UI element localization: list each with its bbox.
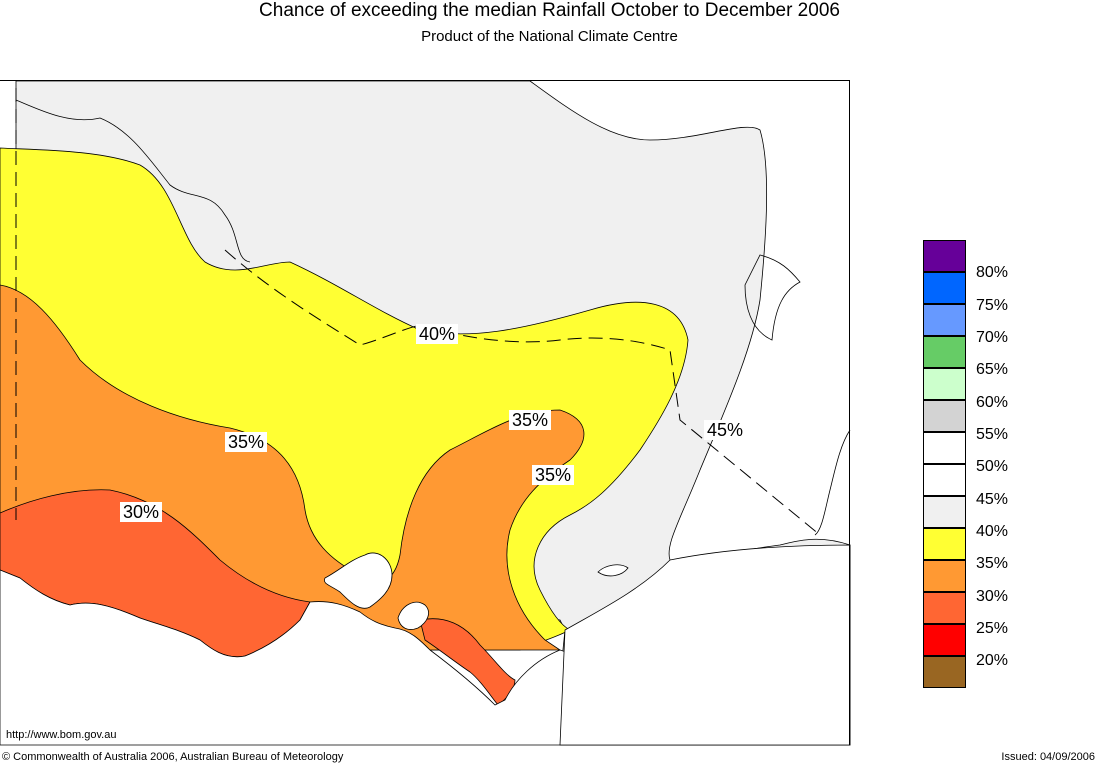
- legend-label: 70%: [976, 329, 1009, 346]
- coastline-north: [15, 99, 251, 263]
- legend-swatch: [923, 400, 966, 432]
- legend-swatch: [923, 624, 966, 656]
- east-coast-inlet: [597, 564, 629, 577]
- legend-swatch: [923, 528, 966, 560]
- legend-swatch: [923, 432, 966, 464]
- western-port: [397, 601, 429, 630]
- legend-label: 65%: [976, 361, 1009, 378]
- coastal-waters-east: [559, 544, 851, 746]
- legend-label: 25%: [976, 620, 1009, 637]
- map-title: Chance of exceeding the median Rainfall …: [259, 0, 840, 21]
- coastline-east-south: [814, 429, 851, 536]
- legend-swatch: [923, 336, 966, 368]
- legend-label: 35%: [976, 555, 1009, 572]
- legend-label: 60%: [976, 394, 1009, 411]
- legend-swatch-bottom: [923, 656, 966, 688]
- legend-label: 80%: [976, 264, 1009, 281]
- legend-label: 45%: [976, 491, 1009, 508]
- contour-label-30: 30%: [120, 502, 163, 522]
- contour-label-35-east: 35%: [532, 465, 575, 485]
- coastline-east: [744, 254, 801, 341]
- legend-swatch: [923, 464, 966, 496]
- legend-label: 75%: [976, 297, 1009, 314]
- contour-label-45: 45%: [704, 420, 747, 440]
- legend-swatch: [923, 560, 966, 592]
- legend-swatch: [923, 272, 966, 304]
- legend-swatch: [923, 368, 966, 400]
- legend-label: 30%: [976, 588, 1009, 605]
- legend-swatch: [923, 496, 966, 528]
- legend-swatch: [923, 240, 966, 272]
- contour-label-35-centre: 35%: [509, 410, 552, 430]
- contour-label-35-west: 35%: [225, 432, 268, 452]
- copyright-notice: © Commonwealth of Australia 2006, Austra…: [2, 751, 344, 763]
- legend-label: 50%: [976, 458, 1009, 475]
- legend-label: 55%: [976, 426, 1009, 443]
- contour-label-40: 40%: [416, 324, 459, 344]
- bom-website-link[interactable]: http://www.bom.gov.au: [6, 729, 117, 741]
- legend-label: 40%: [976, 523, 1009, 540]
- legend-swatch: [923, 592, 966, 624]
- legend-label: 20%: [976, 652, 1009, 669]
- map-subtitle: Product of the National Climate Centre: [421, 28, 678, 45]
- issued-date: Issued: 04/09/2006: [1001, 751, 1095, 763]
- port-phillip-bay: [323, 552, 393, 609]
- legend-swatch: [923, 304, 966, 336]
